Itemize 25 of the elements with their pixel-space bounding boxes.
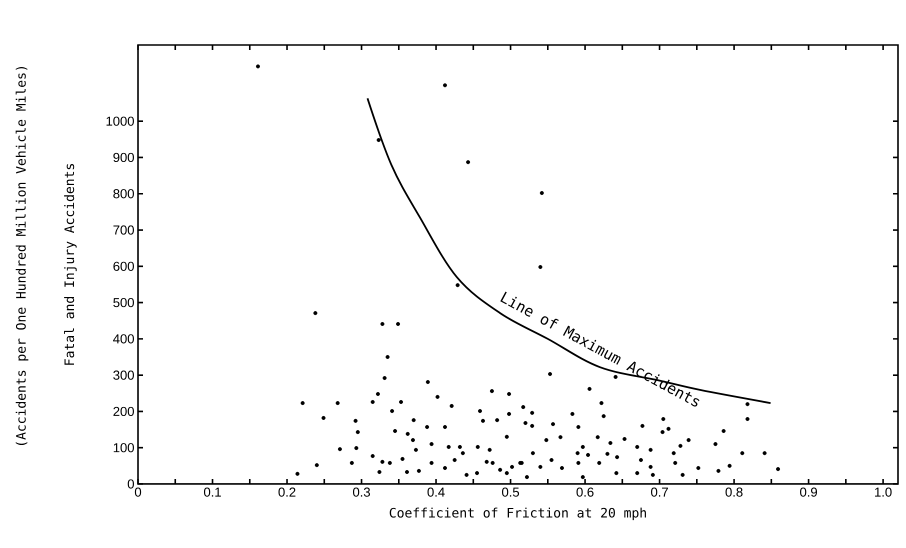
x-tick-label: 0.3: [353, 488, 370, 497]
y-tick-label: 0: [128, 479, 134, 489]
x-tick-label: 0.7: [651, 488, 668, 497]
x-axis-title: Coefficient of Friction at 20 mph: [390, 508, 646, 520]
y-tick-label: 200: [113, 406, 134, 416]
x-tick-label: 0.2: [278, 488, 296, 497]
y-tick-label: 1000: [106, 116, 134, 126]
x-tick-label: 0: [134, 488, 142, 497]
text: (Accidents per One Hundred Million Vehicle Miles): [16, 66, 28, 446]
x-tick-label: 0.1: [204, 488, 221, 497]
y-tick-label: 600: [113, 262, 134, 271]
y-tick-label: 500: [113, 298, 134, 308]
y-axis-title: Fatal and Injury Accidents: [64, 164, 77, 365]
x-tick-label: 0.5: [502, 488, 520, 497]
y-tick-label: 700: [113, 225, 134, 235]
y-tick-label: 800: [113, 189, 134, 198]
y-tick-label: 300: [113, 370, 134, 380]
x-tick-label: 0.4: [428, 488, 445, 497]
y-tick-label: 400: [113, 334, 134, 344]
x-tick-label: 0.6: [576, 488, 594, 497]
x-tick-label: 1.0: [875, 488, 892, 497]
x-tick-label: 0.8: [726, 488, 743, 497]
y-tick-label: 900: [113, 152, 134, 162]
x-tick-label: 0.9: [800, 488, 818, 497]
y-tick-label: 100: [114, 443, 134, 452]
